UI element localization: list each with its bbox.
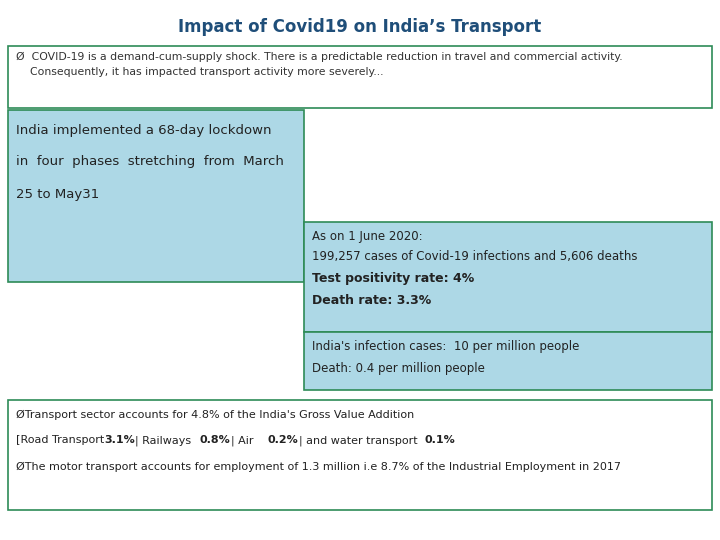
Text: India implemented a 68-day lockdown: India implemented a 68-day lockdown [16,124,271,137]
Text: 0.8%: 0.8% [199,435,230,445]
Text: Ø  COVID-19 is a demand-cum-supply shock. There is a predictable reduction in tr: Ø COVID-19 is a demand-cum-supply shock.… [16,52,623,77]
Text: [Road Transport: [Road Transport [16,435,108,445]
Text: | Railways: | Railways [128,435,195,445]
FancyBboxPatch shape [8,46,712,108]
Text: 3.1%: 3.1% [104,435,135,445]
Text: Test positivity rate: 4%: Test positivity rate: 4% [312,272,474,285]
Text: in  four  phases  stretching  from  March: in four phases stretching from March [16,155,284,168]
Text: | and water transport: | and water transport [292,435,421,445]
FancyBboxPatch shape [304,332,712,390]
Text: | Air: | Air [224,435,257,445]
Text: India's infection cases:  10 per million people: India's infection cases: 10 per million … [312,340,580,353]
FancyBboxPatch shape [304,222,712,332]
FancyBboxPatch shape [8,400,712,510]
Text: Impact of Covid19 on India’s Transport: Impact of Covid19 on India’s Transport [179,18,541,36]
FancyBboxPatch shape [8,110,304,282]
Text: As on 1 June 2020:: As on 1 June 2020: [312,230,423,243]
Text: Death rate: 3.3%: Death rate: 3.3% [312,294,431,307]
Text: 25 to May31: 25 to May31 [16,188,99,201]
Text: 199,257 cases of Covid-19 infections and 5,606 deaths: 199,257 cases of Covid-19 infections and… [312,250,637,263]
Text: ØThe motor transport accounts for employment of 1.3 million i.e 8.7% of the Indu: ØThe motor transport accounts for employ… [16,462,621,472]
Text: Death: 0.4 per million people: Death: 0.4 per million people [312,362,485,375]
Text: 0.1%: 0.1% [424,435,455,445]
Text: ØTransport sector accounts for 4.8% of the India's Gross Value Addition: ØTransport sector accounts for 4.8% of t… [16,410,414,420]
Text: 0.2%: 0.2% [268,435,299,445]
